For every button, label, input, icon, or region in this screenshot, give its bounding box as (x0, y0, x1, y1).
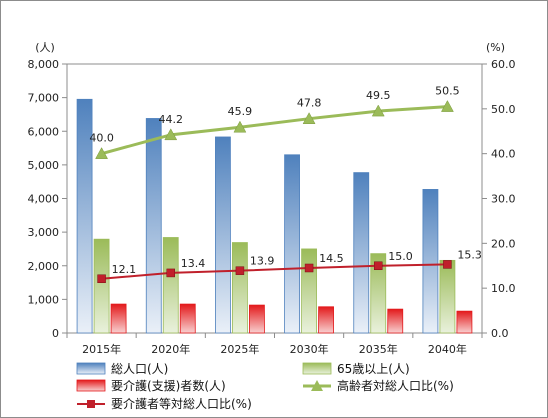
marker-square (97, 274, 106, 284)
bar (162, 237, 179, 334)
marker-triangle (233, 120, 247, 133)
data-label: 50.5 (435, 85, 460, 98)
left-tick-label: 0 (52, 327, 59, 340)
x-tick-label: 2015年 (82, 342, 121, 356)
legend: 総人口(人) 65歳以上(人) 要介護(支援)者数(人) 高齢者対総人口比(%) 要介護… (76, 362, 454, 411)
bar (456, 310, 473, 334)
marker-square (304, 263, 314, 273)
bar (215, 136, 231, 334)
bar (301, 248, 317, 334)
bar (249, 304, 265, 334)
left-tick-label: 2,000 (28, 260, 60, 273)
bar (232, 242, 248, 334)
marker-triangle (95, 147, 109, 159)
right-tick-label: 60.0 (491, 58, 516, 71)
legend-marker (311, 380, 323, 391)
data-label: 47.8 (297, 97, 322, 110)
marker-triangle (440, 100, 454, 112)
legend-label: 要介護者等対総人口比(%) (111, 396, 252, 411)
bar (353, 172, 370, 334)
left-tick-label: 8,000 (28, 58, 60, 71)
x-tick-label: 2040年 (428, 342, 467, 356)
marker-triangle (371, 104, 385, 117)
left-tick-label: 1,000 (28, 293, 60, 306)
bar (439, 259, 456, 334)
legend-swatch (76, 379, 106, 392)
right-tick-label: 0.0 (491, 327, 509, 340)
data-label: 12.1 (112, 263, 137, 276)
right-tick-label: 20.0 (491, 237, 516, 250)
x-tick-label: 2030年 (290, 342, 329, 356)
series-line (101, 263, 448, 280)
right-tick-label: 40.0 (491, 148, 516, 161)
data-label: 49.5 (366, 89, 391, 102)
legend-swatch (76, 362, 106, 375)
bar (93, 238, 110, 334)
legend-swatch (302, 362, 332, 375)
legend-label: 65歳以上(人) (337, 362, 410, 376)
left-tick-label: 6,000 (28, 125, 60, 138)
legend-label: 総人口(人) (111, 362, 168, 376)
legend-marker (87, 400, 95, 408)
x-tick-label: 2035年 (359, 342, 398, 356)
left-axis-label: (人) (35, 41, 55, 54)
left-tick-label: 3,000 (28, 226, 60, 239)
bar (76, 98, 93, 334)
bar (145, 118, 162, 334)
data-label: 15.0 (388, 250, 413, 263)
right-axis-label: (%) (486, 41, 505, 54)
marker-square (235, 266, 245, 275)
data-label: 40.0 (89, 132, 114, 145)
plot-area (66, 63, 483, 334)
right-tick-label: 30.0 (491, 193, 516, 206)
bar (422, 189, 439, 334)
bar (387, 308, 404, 334)
legend-label: 要介護(支援)者数(人) (111, 378, 226, 393)
left-tick-label: 7,000 (28, 92, 60, 105)
bar (284, 154, 300, 334)
marker-triangle (164, 128, 178, 141)
bar (179, 303, 196, 334)
data-label: 44.2 (159, 113, 184, 126)
marker-square (166, 268, 175, 278)
bar (318, 306, 334, 334)
x-tick-label: 2025年 (220, 342, 259, 356)
data-label: 13.9 (250, 255, 275, 268)
series-line (101, 105, 448, 156)
data-label: 15.3 (457, 248, 482, 261)
data-label: 13.4 (181, 257, 206, 270)
marker-square (443, 260, 452, 269)
right-tick-label: 10.0 (491, 282, 516, 295)
marker-triangle (302, 112, 316, 124)
marker-square (374, 261, 383, 270)
left-tick-label: 4,000 (28, 193, 60, 206)
data-label: 14.5 (319, 252, 344, 265)
x-tick-label: 2020年 (151, 342, 190, 356)
left-tick-label: 5,000 (28, 159, 60, 172)
data-label: 45.9 (228, 105, 253, 118)
bar (370, 253, 387, 334)
right-tick-label: 50.0 (491, 103, 516, 116)
bar (110, 303, 127, 334)
legend-label: 高齢者対総人口比(%) (337, 378, 454, 393)
